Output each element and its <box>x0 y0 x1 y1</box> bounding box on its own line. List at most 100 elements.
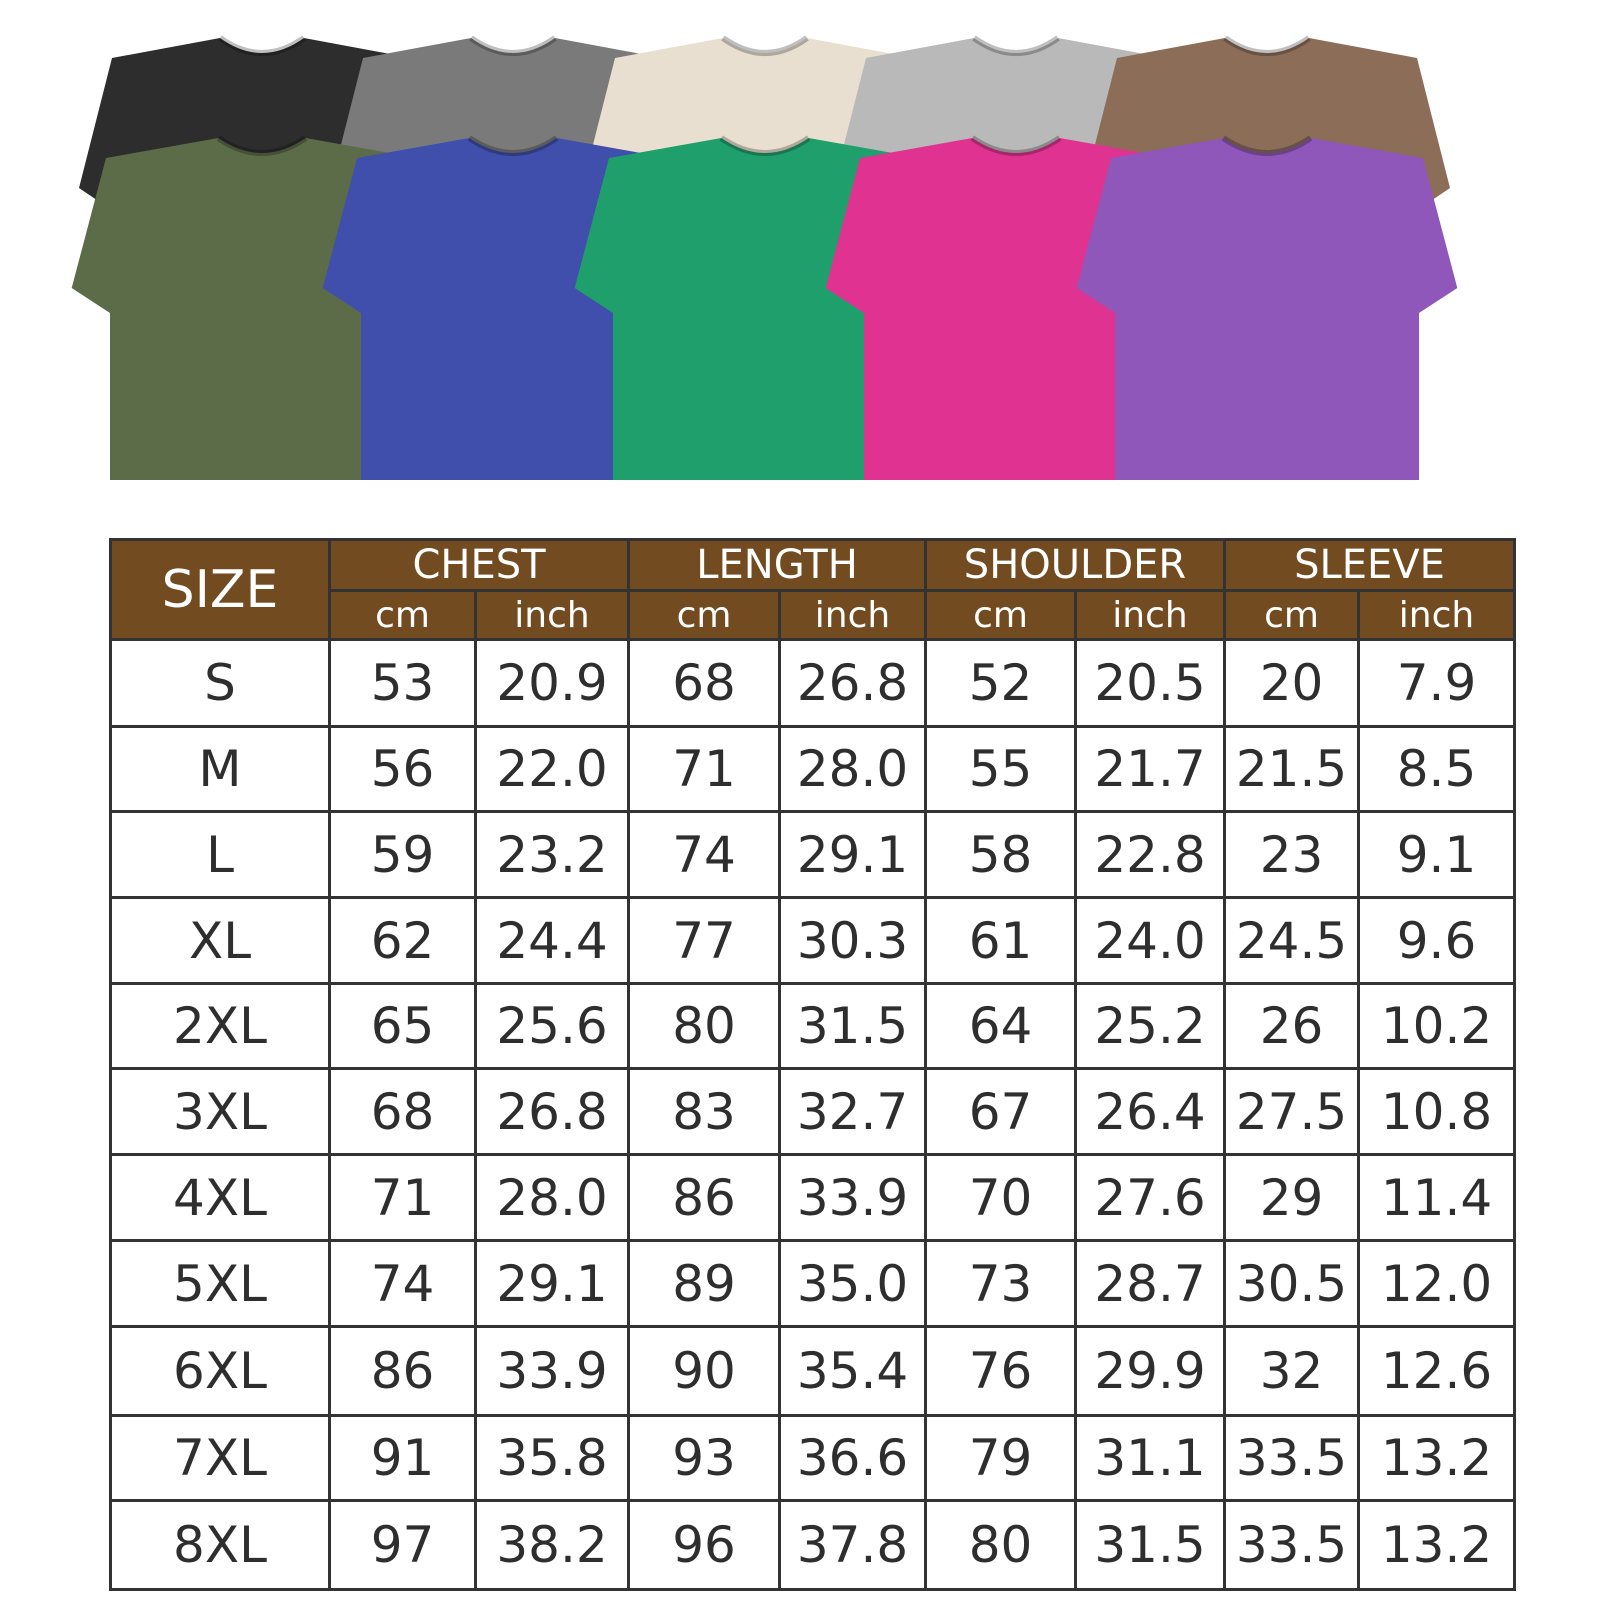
measurement-cell: 26.8 <box>778 638 927 728</box>
measurement-cell: 23 <box>1223 810 1360 899</box>
shirt-collar <box>972 35 1060 56</box>
measurement-cell: 28.0 <box>474 1153 630 1242</box>
measurement-cell: 62 <box>328 896 477 985</box>
measurement-cell: 79 <box>924 1414 1077 1502</box>
measurement-cell: 38.2 <box>474 1499 630 1591</box>
measurement-cell: 90 <box>627 1325 781 1417</box>
measurement-cell: 29 <box>1223 1153 1360 1242</box>
shirt-collar <box>469 35 557 56</box>
measurement-cell: 56 <box>328 725 477 813</box>
size-cell: S <box>109 638 331 728</box>
measurement-cell: 52 <box>924 638 1077 728</box>
measurement-cell: 65 <box>328 982 477 1070</box>
size-cell: 6XL <box>109 1325 331 1417</box>
measurement-cell: 24.0 <box>1074 896 1226 985</box>
measurement-cell: 32.7 <box>778 1067 927 1156</box>
chest-header: CHEST <box>328 538 630 592</box>
table-row: 6XL 86 33.9 90 35.4 76 29.9 32 12.6 <box>109 1325 1516 1417</box>
measurement-cell: 20.9 <box>474 638 630 728</box>
measurement-cell: 31.5 <box>778 982 927 1070</box>
measurement-cell: 64 <box>924 982 1077 1070</box>
measurement-cell: 10.2 <box>1357 982 1516 1070</box>
measurement-cell: 9.6 <box>1357 896 1516 985</box>
measurement-cell: 71 <box>627 725 781 813</box>
inch-subheader: inch <box>1074 589 1226 641</box>
size-cell: M <box>109 725 331 813</box>
measurement-cell: 74 <box>627 810 781 899</box>
tshirt-front-5 <box>1076 138 1458 480</box>
measurement-cell: 73 <box>924 1239 1077 1328</box>
shirt-collar <box>467 135 559 156</box>
measurement-cell: 30.5 <box>1223 1239 1360 1328</box>
shirt-collar <box>1221 135 1313 156</box>
cm-subheader: cm <box>328 589 477 641</box>
measurement-cell: 21.7 <box>1074 725 1226 813</box>
measurement-cell: 59 <box>328 810 477 899</box>
size-cell: 8XL <box>109 1499 331 1591</box>
measurement-cell: 26.8 <box>474 1067 630 1156</box>
shoulder-header: SHOULDER <box>924 538 1226 592</box>
size-header: SIZE <box>109 538 331 641</box>
measurement-cell: 31.1 <box>1074 1414 1226 1502</box>
size-cell: 2XL <box>109 982 331 1070</box>
measurement-cell: 70 <box>924 1153 1077 1242</box>
measurement-cell: 86 <box>627 1153 781 1242</box>
measurement-cell: 11.4 <box>1357 1153 1516 1242</box>
measurement-cell: 58 <box>924 810 1077 899</box>
shirt-collar <box>721 35 809 56</box>
measurement-cell: 33.5 <box>1223 1414 1360 1502</box>
measurement-cell: 27.5 <box>1223 1067 1360 1156</box>
cm-subheader: cm <box>627 589 781 641</box>
table-row: 8XL 97 38.2 96 37.8 80 31.5 33.5 13.2 <box>109 1499 1516 1591</box>
measurement-cell: 24.5 <box>1223 896 1360 985</box>
measurement-cell: 27.6 <box>1074 1153 1226 1242</box>
measurement-cell: 35.4 <box>778 1325 927 1417</box>
size-cell: XL <box>109 896 331 985</box>
measurement-cell: 35.8 <box>474 1414 630 1502</box>
measurement-cell: 29.1 <box>474 1239 630 1328</box>
measurement-cell: 9.1 <box>1357 810 1516 899</box>
table-row: M 56 22.0 71 28.0 55 21.7 21.5 8.5 <box>109 725 1516 813</box>
measurement-cell: 32 <box>1223 1325 1360 1417</box>
table-row: 7XL 91 35.8 93 36.6 79 31.1 33.5 13.2 <box>109 1414 1516 1502</box>
cm-subheader: cm <box>1223 589 1360 641</box>
measurement-cell: 68 <box>627 638 781 728</box>
inch-subheader: inch <box>1357 589 1516 641</box>
measurement-cell: 31.5 <box>1074 1499 1226 1591</box>
measurement-cell: 24.4 <box>474 896 630 985</box>
measurement-cell: 36.6 <box>778 1414 927 1502</box>
length-header: LENGTH <box>627 538 927 592</box>
measurement-cell: 61 <box>924 896 1077 985</box>
measurement-cell: 26.4 <box>1074 1067 1226 1156</box>
measurement-cell: 71 <box>328 1153 477 1242</box>
measurement-cell: 68 <box>328 1067 477 1156</box>
measurement-cell: 13.2 <box>1357 1414 1516 1502</box>
sleeve-header: SLEEVE <box>1223 538 1516 592</box>
measurement-cell: 12.6 <box>1357 1325 1516 1417</box>
measurement-cell: 28.7 <box>1074 1239 1226 1328</box>
measurement-cell: 23.2 <box>474 810 630 899</box>
table-row: 4XL 71 28.0 86 33.9 70 27.6 29 11.4 <box>109 1153 1516 1242</box>
measurement-cell: 28.0 <box>778 725 927 813</box>
measurement-cell: 80 <box>627 982 781 1070</box>
table-row: 5XL 74 29.1 89 35.0 73 28.7 30.5 12.0 <box>109 1239 1516 1328</box>
measurement-cell: 77 <box>627 896 781 985</box>
measurement-cell: 74 <box>328 1239 477 1328</box>
measurement-cell: 97 <box>328 1499 477 1591</box>
measurement-cell: 20 <box>1223 638 1360 728</box>
tshirt-color-swatches <box>71 35 1458 480</box>
measurement-cell: 29.1 <box>778 810 927 899</box>
measurement-cell: 30.3 <box>778 896 927 985</box>
inch-subheader: inch <box>778 589 927 641</box>
measurement-cell: 26 <box>1223 982 1360 1070</box>
measurement-cell: 21.5 <box>1223 725 1360 813</box>
table-row: 2XL 65 25.6 80 31.5 64 25.2 26 10.2 <box>109 982 1516 1070</box>
size-cell: 3XL <box>109 1067 331 1156</box>
shirt-collar <box>719 135 811 156</box>
measurement-cell: 96 <box>627 1499 781 1591</box>
measurement-cell: 55 <box>924 725 1077 813</box>
measurement-cell: 10.8 <box>1357 1067 1516 1156</box>
table-row: XL 62 24.4 77 30.3 61 24.0 24.5 9.6 <box>109 896 1516 985</box>
table-row: L 59 23.2 74 29.1 58 22.8 23 9.1 <box>109 810 1516 899</box>
measurement-cell: 76 <box>924 1325 1077 1417</box>
